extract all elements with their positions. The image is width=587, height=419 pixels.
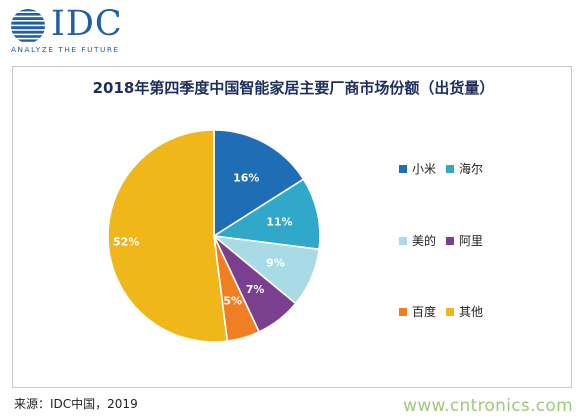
legend-item: 美的 (399, 232, 436, 249)
legend-swatch (399, 164, 407, 173)
legend-label: 海尔 (459, 162, 484, 176)
slice-data-label: 7% (246, 283, 265, 296)
slice-data-label: 52% (113, 236, 139, 249)
legend-swatch (399, 307, 407, 316)
logo-wordmark: IDC (51, 4, 123, 44)
slice-data-label: 9% (266, 257, 285, 270)
legend-item: 海尔 (446, 160, 483, 177)
legend-item: 其他 (446, 303, 483, 320)
legend-label: 小米 (412, 162, 437, 176)
legend-label: 美的 (412, 234, 437, 248)
slice-data-label: 11% (266, 215, 292, 228)
slice-data-label: 5% (223, 294, 242, 307)
legend-swatch (446, 164, 454, 173)
globe-icon (11, 9, 45, 42)
logo-tagline: ANALYZE THE FUTURE (11, 45, 120, 54)
legend-item: 百度 (399, 303, 436, 320)
legend-label: 百度 (412, 305, 437, 319)
legend-swatch (446, 236, 454, 245)
site-watermark: www.cntronics.com (403, 396, 573, 416)
pie-slice (107, 129, 229, 343)
idc-logo: IDC ANALYZE THE FUTURE (10, 4, 160, 54)
legend-swatch (399, 236, 407, 245)
legend-label: 其他 (459, 305, 484, 319)
slice-data-label: 16% (233, 171, 259, 184)
legend-swatch (446, 307, 454, 316)
chart-title: 2018年第四季度中国智能家居主要厂商市场份额（出货量） (92, 79, 495, 97)
legend-item: 小米 (399, 160, 436, 177)
source-note: 来源：IDC中国，2019 (14, 397, 138, 411)
pie-slice (213, 129, 305, 238)
pie-slice (211, 178, 321, 251)
legend-label: 阿里 (459, 234, 484, 248)
legend-item: 阿里 (446, 232, 483, 249)
